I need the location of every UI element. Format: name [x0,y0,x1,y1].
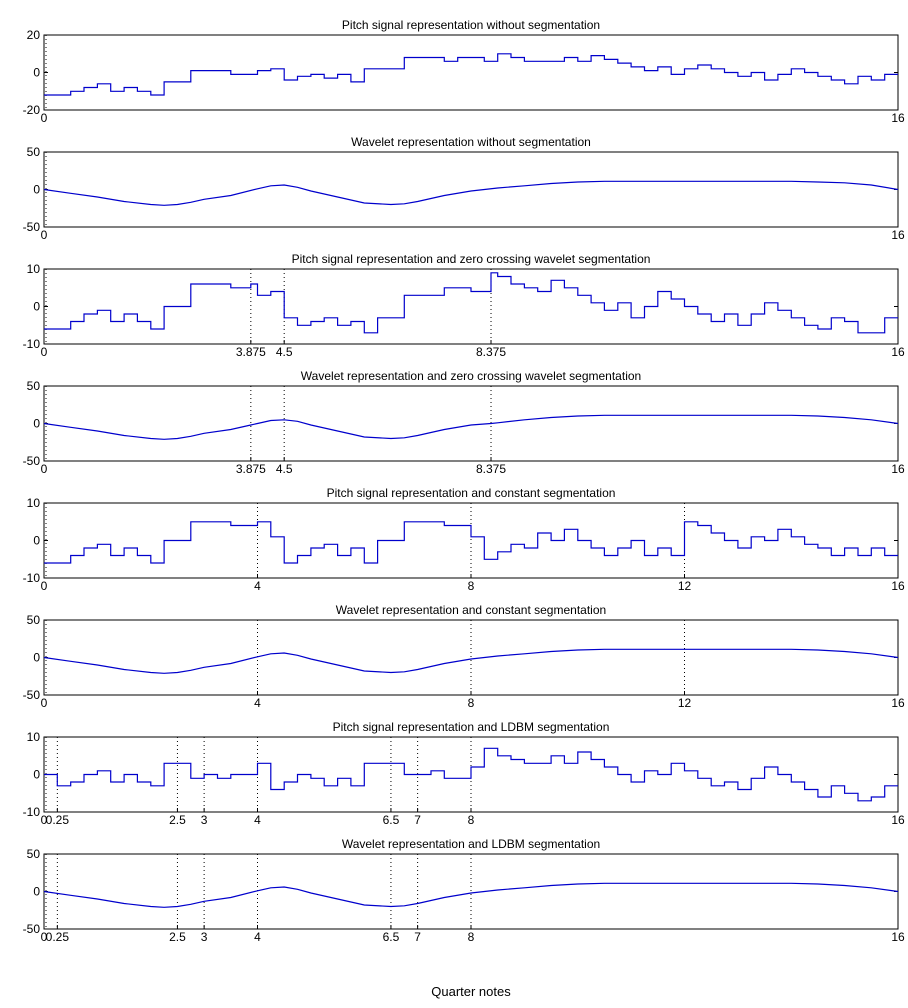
subplot-title: Wavelet representation without segmentat… [351,135,591,149]
y-tick-label: -50 [23,922,41,936]
x-tick-label: 12 [678,696,692,710]
y-tick-label: 50 [27,613,41,627]
series-line [44,521,898,564]
y-tick-label: 0 [33,183,40,197]
series-line [43,180,899,206]
x-tick-label: 4 [254,696,261,710]
subplot: Wavelet representation without segmentat… [23,135,905,242]
subplot: Wavelet representation and constant segm… [23,603,905,710]
axes-frame [43,853,899,930]
x-tick-label: 7 [414,813,421,827]
x-tick-label: 8.375 [476,462,506,476]
y-tick-label: 50 [27,379,41,393]
series-line [44,747,898,802]
x-tick-label: 3 [201,930,208,944]
x-axis-label: Quarter notes [431,984,511,999]
x-tick-label: 16 [891,696,905,710]
y-tick-label: -50 [23,454,41,468]
x-tick-label: 3.875 [236,462,266,476]
y-tick-label: -50 [23,688,41,702]
subplot-title: Wavelet representation and zero crossing… [301,369,641,383]
y-tick-label: 0 [33,768,40,782]
series-line [43,414,899,440]
axes-frame [43,619,899,696]
x-tick-label: 0 [41,813,48,827]
x-tick-label: 8.375 [476,345,506,359]
x-tick-label: 0 [41,111,48,125]
x-tick-label: 2.5 [169,813,186,827]
series-line [44,53,898,96]
x-tick-label: 0 [41,462,48,476]
x-tick-label: 8 [468,579,475,593]
y-tick-label: 0 [33,300,40,314]
x-tick-label: 7 [414,930,421,944]
axes-frame [43,385,899,462]
x-tick-label: 0.25 [46,930,70,944]
y-tick-label: 0 [33,885,40,899]
x-tick-label: 0 [41,345,48,359]
y-tick-label: 10 [27,496,41,510]
y-tick-label: 20 [27,28,41,42]
y-tick-label: -10 [23,337,41,351]
subplot: Pitch signal representation and LDBM seg… [23,720,905,827]
series-line [44,272,898,334]
subplot: Pitch signal representation without segm… [23,18,905,125]
x-tick-label: 12 [678,579,692,593]
x-tick-label: 0 [41,228,48,242]
x-tick-label: 8 [468,696,475,710]
x-tick-label: 4 [254,579,261,593]
y-tick-label: 0 [33,66,40,80]
x-tick-label: 4 [254,930,261,944]
x-tick-label: 0 [41,696,48,710]
subplot: Wavelet representation and LDBM segmenta… [23,837,905,944]
subplot-title: Pitch signal representation and constant… [327,486,616,500]
axes-frame [43,151,899,228]
x-tick-label: 3.875 [236,345,266,359]
subplot-stack: Pitch signal representation without segm… [23,18,905,944]
subplot-title: Pitch signal representation without segm… [342,18,600,32]
x-tick-label: 16 [891,813,905,827]
subplot-title: Wavelet representation and constant segm… [336,603,606,617]
y-tick-label: -10 [23,805,41,819]
subplot: Pitch signal representation and constant… [23,486,905,593]
x-tick-label: 16 [891,111,905,125]
x-tick-label: 8 [468,930,475,944]
x-tick-label: 0.25 [46,813,70,827]
x-tick-label: 16 [891,930,905,944]
subplot-title: Pitch signal representation and LDBM seg… [333,720,610,734]
subplot: Pitch signal representation and zero cro… [23,252,905,359]
y-tick-label: 50 [27,145,41,159]
x-tick-label: 4 [254,813,261,827]
subplot: Wavelet representation and zero crossing… [23,369,905,476]
y-tick-label: 0 [33,651,40,665]
y-tick-label: 10 [27,730,41,744]
x-tick-label: 3 [201,813,208,827]
y-tick-label: -20 [23,103,41,117]
x-tick-label: 4.5 [276,462,293,476]
x-tick-label: 0 [41,579,48,593]
axes-frame [43,34,899,111]
x-tick-label: 8 [468,813,475,827]
y-tick-label: 50 [27,847,41,861]
x-tick-label: 2.5 [169,930,186,944]
x-tick-label: 16 [891,579,905,593]
series-line [43,882,899,908]
subplot-title: Pitch signal representation and zero cro… [292,252,651,266]
x-tick-label: 16 [891,345,905,359]
x-tick-label: 16 [891,228,905,242]
y-tick-label: 0 [33,417,40,431]
series-line [43,648,899,674]
x-tick-label: 6.5 [383,930,400,944]
y-tick-label: 10 [27,262,41,276]
y-tick-label: -50 [23,220,41,234]
x-tick-label: 16 [891,462,905,476]
subplot-title: Wavelet representation and LDBM segmenta… [342,837,600,851]
y-tick-label: -10 [23,571,41,585]
x-tick-label: 4.5 [276,345,293,359]
x-tick-label: 0 [41,930,48,944]
y-tick-label: 0 [33,534,40,548]
x-tick-label: 6.5 [383,813,400,827]
